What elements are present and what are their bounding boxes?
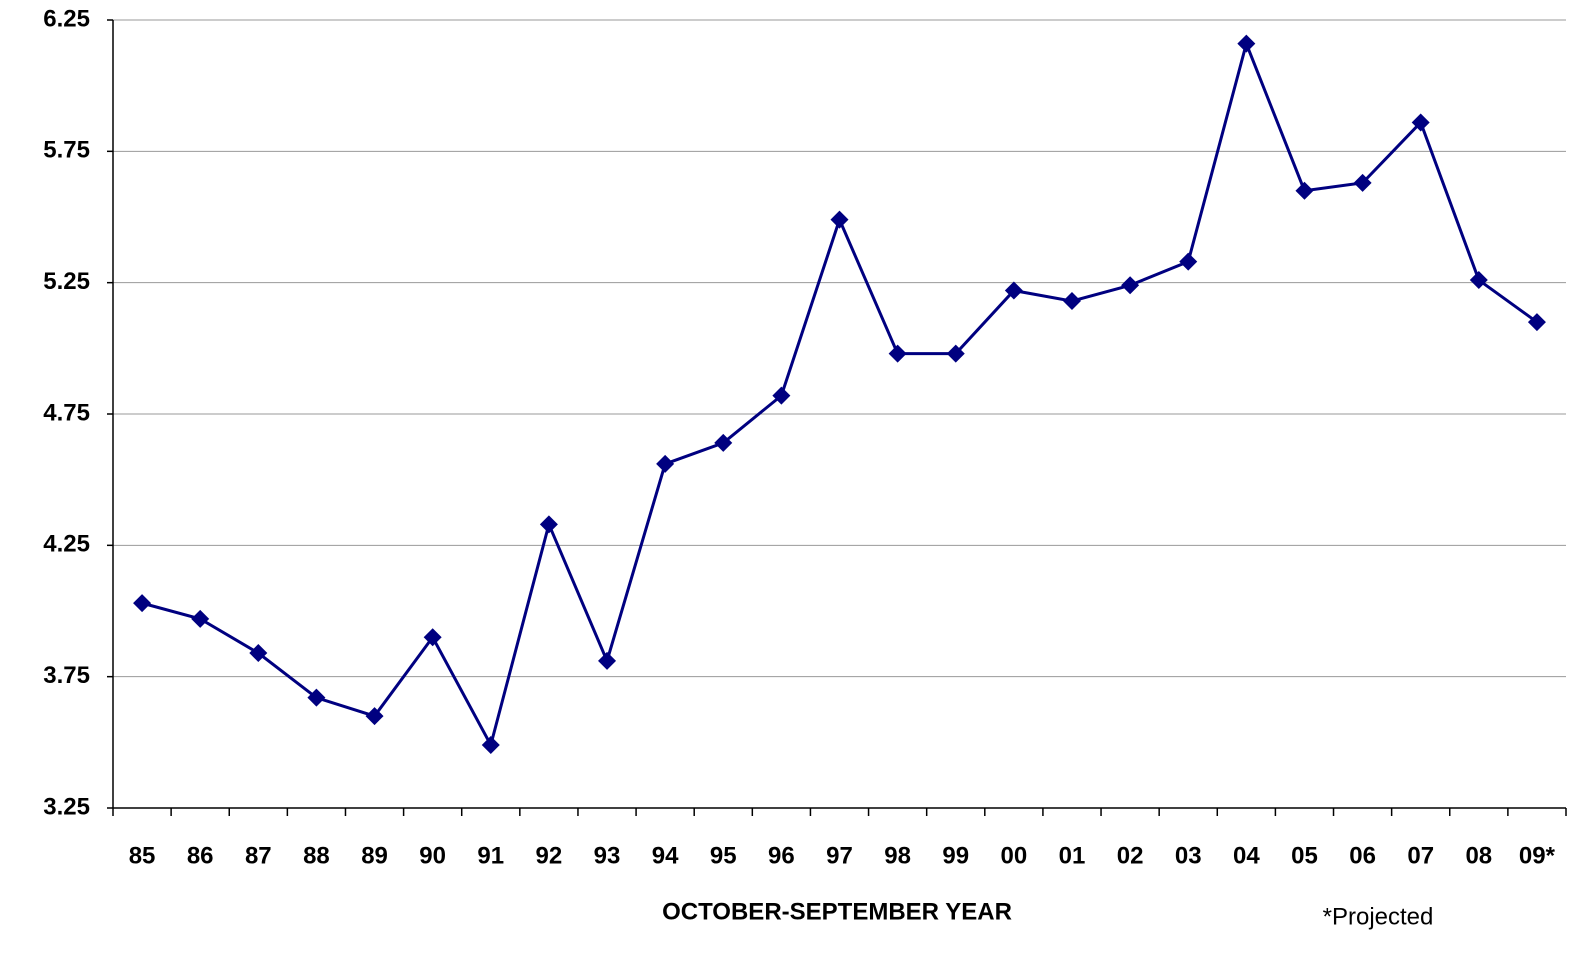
marker xyxy=(888,344,907,363)
marker xyxy=(772,386,791,405)
marker xyxy=(1062,292,1081,311)
marker xyxy=(1469,271,1488,290)
x-tick-label: 97 xyxy=(826,842,853,869)
y-tick-label: 6.25 xyxy=(43,5,90,32)
y-tick-label: 5.75 xyxy=(43,137,90,164)
marker xyxy=(481,735,500,754)
x-tick-label: 08 xyxy=(1465,842,1492,869)
marker xyxy=(249,644,268,663)
x-tick-label: 98 xyxy=(884,842,911,869)
annotation: *Projected xyxy=(1323,903,1434,930)
x-axis-title: OCTOBER-SEPTEMBER YEAR xyxy=(662,898,1012,925)
x-tick-label: 86 xyxy=(187,842,214,869)
marker xyxy=(1121,276,1140,295)
marker xyxy=(365,707,384,726)
line xyxy=(141,38,1538,750)
x-tick-label: 96 xyxy=(768,842,795,869)
x-tick-label: 94 xyxy=(652,842,679,869)
x-tick-label: 05 xyxy=(1291,842,1318,869)
y-tick-label: 3.75 xyxy=(43,662,90,689)
x-tick-label: 06 xyxy=(1349,842,1376,869)
x-tick-label: 95 xyxy=(710,842,737,869)
marker xyxy=(539,515,558,534)
x-tick-label: 93 xyxy=(594,842,621,869)
marker xyxy=(830,210,849,229)
y-tick-label: 4.25 xyxy=(43,531,90,558)
x-tick-label: 87 xyxy=(245,842,272,869)
x-tick-label: 89 xyxy=(361,842,388,869)
x-tick-label: 88 xyxy=(303,842,330,869)
marker xyxy=(1179,252,1198,271)
y-tick-label: 4.75 xyxy=(43,399,90,426)
marker xyxy=(714,433,733,452)
x-tick-label: 91 xyxy=(477,842,504,869)
y-tick-label: 3.25 xyxy=(43,793,90,820)
x-tick-label: 09* xyxy=(1519,842,1556,869)
marker xyxy=(1004,281,1023,300)
marker xyxy=(1237,34,1256,53)
marker xyxy=(1295,181,1314,200)
marker xyxy=(1353,173,1372,192)
marker xyxy=(307,688,326,707)
marker xyxy=(133,594,152,613)
marker xyxy=(946,344,965,363)
x-tick-label: 02 xyxy=(1117,842,1144,869)
x-tick-label: 04 xyxy=(1233,842,1260,869)
marker xyxy=(598,651,617,670)
x-tick-label: 85 xyxy=(129,842,156,869)
x-tick-label: 90 xyxy=(419,842,446,869)
marker xyxy=(1411,113,1430,132)
marker xyxy=(656,454,675,473)
x-tick-label: 00 xyxy=(1001,842,1028,869)
x-tick-label: 01 xyxy=(1059,842,1086,869)
y-tick-label: 5.25 xyxy=(43,268,90,295)
x-tick-label: 99 xyxy=(942,842,969,869)
marker xyxy=(191,609,210,628)
marker xyxy=(423,628,442,647)
x-tick-label: 92 xyxy=(536,842,563,869)
x-tick-label: 07 xyxy=(1407,842,1434,869)
x-tick-label: 03 xyxy=(1175,842,1202,869)
marker xyxy=(1527,313,1546,332)
